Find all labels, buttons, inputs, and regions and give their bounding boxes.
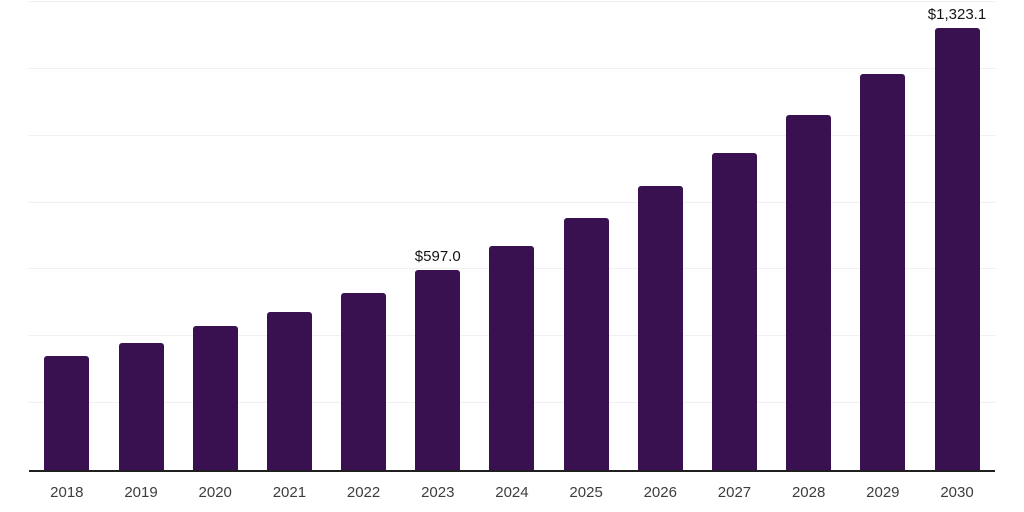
bar-2022 [341,293,387,470]
bar-2030 [934,27,980,470]
bar-2023 [415,270,461,470]
gridline-1200 [29,67,995,69]
gridline-800 [29,201,995,203]
plot-area: $597.0 $1,323.1 [29,1,995,472]
x-axis-label-2020: 2020 [198,484,232,501]
data-label-2023: $597.0 [414,248,461,266]
x-axis-label-2018: 2018 [50,484,84,501]
bar-2029 [860,73,906,470]
bar-2020 [192,325,238,470]
x-axis-label-2025: 2025 [569,484,603,501]
x-axis-label-2023: 2023 [421,484,455,501]
x-axis-label-2019: 2019 [124,484,158,501]
data-label-2030: $1,323.1 [927,5,987,23]
gridline-1400 [29,1,995,2]
bar-2028 [786,115,832,470]
bar-2025 [563,217,609,470]
bar-2021 [266,312,312,470]
x-axis-label-2029: 2029 [866,484,900,501]
bar-2026 [637,186,683,470]
bar-2018 [44,356,90,470]
x-axis-label-2024: 2024 [495,484,529,501]
bar-2024 [489,245,535,470]
x-axis-label-2021: 2021 [272,484,307,501]
x-axis-label-2028: 2028 [791,484,826,501]
x-axis-label-2030: 2030 [940,484,974,501]
gridline-1000 [29,134,995,136]
x-axis-label-2026: 2026 [643,484,677,501]
x-axis-label-2027: 2027 [717,484,752,501]
x-axis-label-2022: 2022 [346,484,381,501]
bar-2019 [118,342,164,470]
bar-2027 [711,153,757,470]
